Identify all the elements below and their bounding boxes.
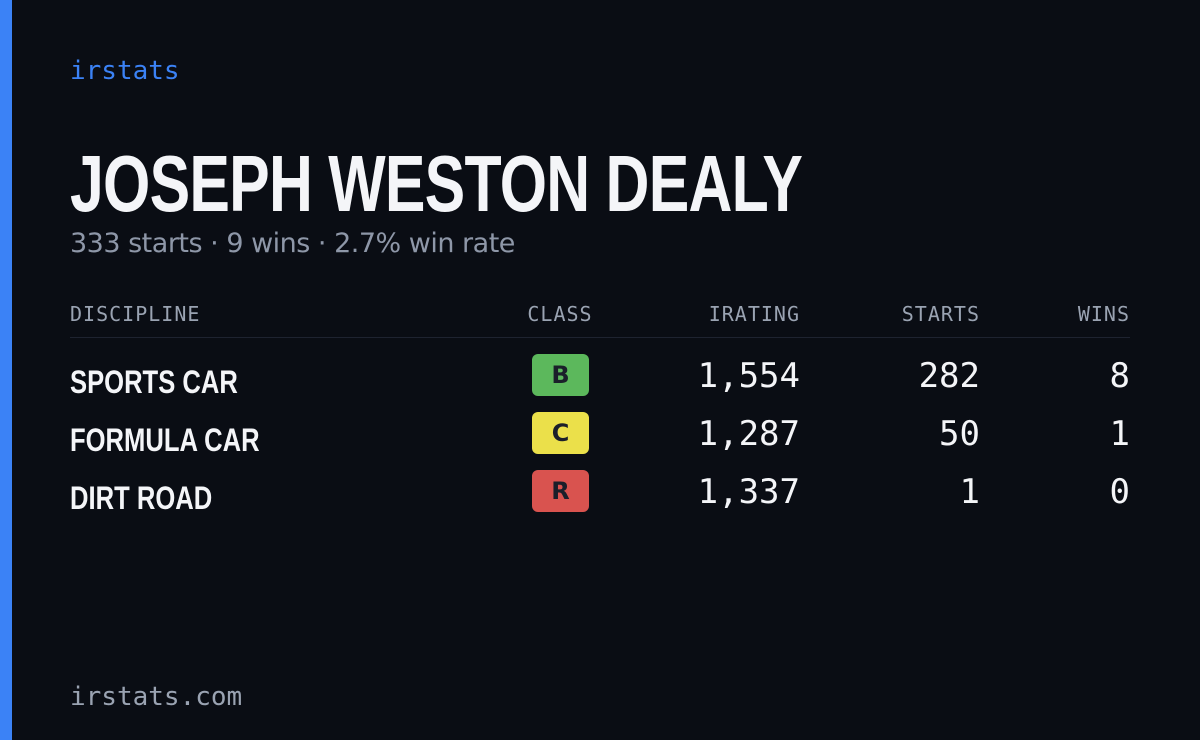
class-badge: R [532, 470, 589, 512]
column-header: CLASS [527, 302, 593, 326]
wins: 1 [1109, 414, 1130, 454]
column-header: WINS [1077, 302, 1130, 326]
wins: 8 [1109, 356, 1130, 396]
brand: irstats [70, 56, 180, 86]
starts: 282 [918, 356, 980, 396]
irating: 1,287 [697, 414, 800, 454]
column-header: STARTS [901, 302, 980, 326]
accent-bar [0, 0, 12, 740]
starts: 1 [959, 472, 980, 512]
divider [70, 337, 1130, 338]
irating: 1,337 [697, 472, 800, 512]
column-header: DISCIPLINE [70, 302, 201, 326]
column-header: IRATING [708, 302, 800, 326]
starts: 50 [939, 414, 980, 454]
class-badge: C [532, 412, 589, 454]
discipline: DIRT ROAD [70, 480, 213, 516]
driver-name: JOSEPH WESTON DEALY [70, 139, 803, 228]
wins: 0 [1109, 472, 1130, 512]
irating: 1,554 [697, 356, 800, 396]
summary: 333 starts · 9 wins · 2.7% win rate [70, 228, 515, 259]
discipline: FORMULA CAR [70, 422, 260, 458]
class-badge: B [532, 354, 589, 396]
discipline: SPORTS CAR [70, 364, 238, 400]
footer: irstats.com [70, 682, 243, 712]
